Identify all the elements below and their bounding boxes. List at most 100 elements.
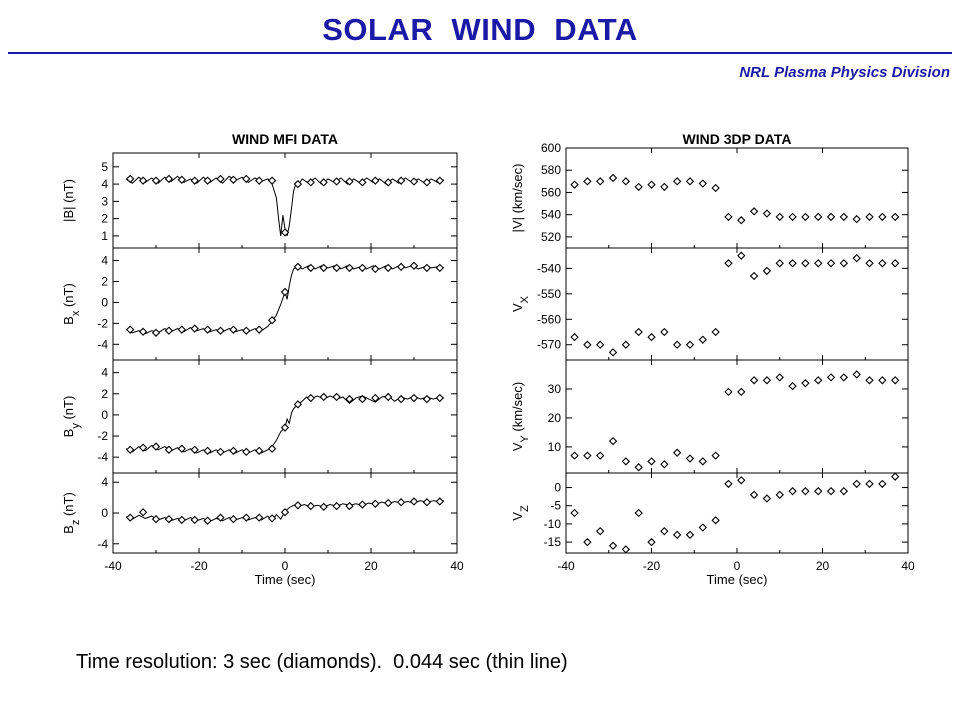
y-axis-label: |V| (km/sec) [510,164,525,233]
data-point [762,266,772,276]
data-point [293,262,303,272]
data-point [267,444,277,453]
data-point [332,177,341,186]
data-point [672,448,682,457]
y-tick-label: -2 [97,429,108,443]
data-point [788,259,797,268]
data-point [345,394,354,404]
y-tick-label: 520 [541,230,561,244]
data-point [685,340,695,349]
panel-4: -15 -10 -5 0 VZ [510,472,909,554]
data-point [608,436,618,446]
data-point [814,212,823,222]
y-tick-label: 20 [548,411,562,425]
data-point [788,487,797,496]
data-point [280,228,290,237]
data-point [371,176,380,185]
data-point [762,376,772,385]
data-point [852,479,861,489]
data-point [384,498,393,508]
y-tick-label: 2 [101,274,108,288]
data-point [672,177,682,186]
data-point [698,523,707,532]
x-tick-label: -20 [190,559,208,573]
data-point [203,176,212,185]
panel-1: 520 540 560 580 600 |V| (km/sec) [510,141,909,249]
data-point [255,446,264,456]
y-axis-label: VZ [510,505,531,521]
data-point [711,183,720,193]
time-resolution-caption: Time resolution: 3 sec (diamonds). 0.044… [76,651,568,673]
data-point [358,178,367,187]
data-point [634,182,643,192]
data-point [435,176,444,185]
data-point [177,175,186,184]
chart-title: WIND MFI DATA [232,131,338,147]
y-tick-label: 2 [101,212,108,226]
data-point [409,497,419,506]
data-point [306,178,315,187]
data-point [596,177,605,186]
data-point [293,179,303,189]
data-point [396,262,406,272]
x-tick-label: -20 [643,559,661,573]
data-point [409,393,419,403]
data-point [216,513,225,522]
data-point [749,271,759,281]
data-point [711,516,720,525]
data-point [596,340,605,349]
data-point [570,180,579,189]
data-point [647,457,656,466]
data-point [164,514,174,524]
x-tick-label: -40 [104,559,122,573]
slide-title: SOLAR WIND DATA [322,12,638,47]
data-point [371,264,380,274]
x-tick-label: 40 [901,559,915,573]
data-point [852,254,861,263]
data-point [724,259,733,268]
data-point [788,212,797,222]
data-point [724,479,733,489]
y-tick-label: -10 [544,517,562,531]
data-point [570,451,579,460]
data-point [608,541,618,550]
x-tick-label: 40 [450,559,464,573]
data-point [435,263,444,273]
data-point [151,176,161,185]
data-point [634,327,643,337]
data-point [177,444,186,453]
data-point [775,373,784,382]
data-point [229,514,238,524]
data-point [267,176,277,185]
y-tick-label: 10 [548,440,562,454]
data-point [647,180,656,189]
data-point [737,476,746,485]
y-tick-label: -4 [97,337,108,351]
data-point [608,173,618,183]
data-point [839,259,849,268]
y-tick-label: -15 [544,535,562,549]
y-tick-label: 540 [541,208,561,222]
data-point [216,326,225,335]
data-point [621,457,631,466]
data-point [422,498,432,507]
data-point [865,259,874,268]
data-point [852,370,861,379]
data-point [737,216,746,225]
data-point [319,263,328,273]
data-point [826,373,836,382]
data-point [164,174,174,184]
data-point [775,490,784,499]
x-tick-label: 20 [364,559,378,573]
data-point [660,327,669,337]
data-point [583,451,592,460]
data-point [762,494,772,503]
y-tick-label: 560 [541,185,561,199]
data-point [203,325,212,334]
data-point [138,443,148,452]
panel-frame [565,247,909,361]
data-point [839,487,849,496]
data-point [396,498,406,507]
data-point [242,326,251,335]
data-point [878,479,887,489]
